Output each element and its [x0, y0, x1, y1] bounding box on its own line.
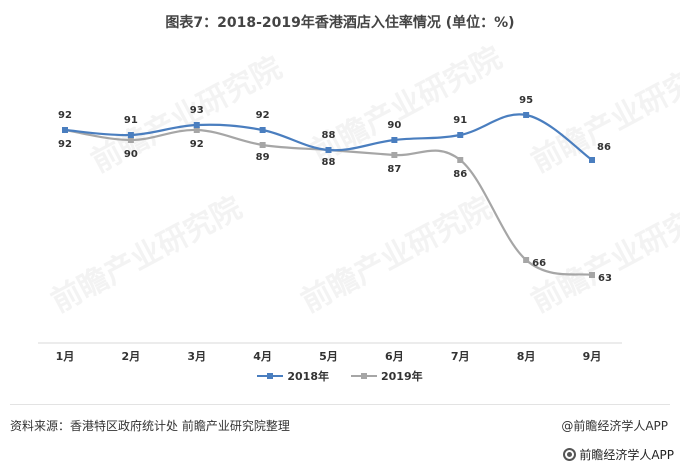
- data-point-2019: [259, 142, 266, 148]
- data-label-2018: 92: [256, 110, 270, 121]
- data-label-2018: 86: [597, 142, 611, 153]
- data-label-2019: 63: [598, 273, 612, 284]
- data-label-2019: 87: [387, 164, 401, 175]
- data-label-2018: 91: [453, 115, 467, 126]
- brand-logo-icon: [563, 448, 577, 461]
- data-point-2018: [193, 122, 200, 128]
- data-label-2018: 90: [387, 120, 401, 131]
- data-point-2019: [193, 127, 200, 133]
- data-point-2019: [523, 257, 530, 263]
- legend-swatch-2019: [351, 371, 377, 381]
- x-tick-label: 4月: [253, 350, 272, 363]
- data-label-2018: 88: [322, 130, 336, 141]
- brand-badge-text: 前瞻经济学人APP: [579, 448, 674, 462]
- x-tick-label: 3月: [187, 350, 206, 363]
- data-point-2018: [391, 137, 398, 143]
- data-label-2018: 91: [124, 115, 138, 126]
- data-point-2019: [457, 157, 464, 163]
- legend-label-2019: 2019年: [381, 370, 423, 383]
- legend-label-2018: 2018年: [287, 370, 329, 383]
- data-label-2018: 95: [519, 95, 533, 106]
- data-label-2018: 93: [190, 105, 204, 116]
- data-point-2018: [589, 157, 595, 163]
- data-label-2019: 66: [532, 258, 546, 269]
- line-chart: 1月 2月 3月 4月 5月 6月 7月 8月 9月 92 91 93 92 88 90 91 95 86 92 90…: [38, 95, 622, 363]
- data-label-2019: 92: [58, 139, 72, 150]
- x-tick-label: 9月: [583, 350, 602, 363]
- data-point-2018: [523, 112, 530, 118]
- data-point-2018: [259, 127, 266, 133]
- chart-title: 图表7：2018-2019年香港酒店入住率情况 (单位：%): [165, 15, 515, 31]
- data-point-2018: [62, 127, 68, 133]
- brand-credit: @前瞻经济学人APP: [561, 417, 668, 434]
- data-label-2019: 92: [190, 139, 204, 150]
- data-point-2018: [325, 147, 332, 153]
- data-label-2019: 89: [256, 152, 270, 163]
- data-point-2018: [127, 132, 134, 138]
- x-tick-label: 6月: [385, 350, 404, 363]
- x-tick-label: 2月: [122, 350, 141, 363]
- data-label-2019: 88: [322, 157, 336, 168]
- legend-item-2018: 2018年: [257, 368, 329, 384]
- x-tick-label: 7月: [451, 350, 470, 363]
- source-note: 资料来源：香港特区政府统计处 前瞻产业研究院整理: [10, 419, 290, 433]
- data-point-2019: [589, 272, 595, 278]
- data-point-2019: [391, 152, 398, 158]
- data-label-2018: 92: [58, 110, 72, 121]
- x-tick-label: 1月: [56, 350, 75, 363]
- data-label-2019: 86: [453, 169, 467, 180]
- legend-swatch-2018: [257, 371, 284, 381]
- brand-credit-text: @前瞻经济学人APP: [561, 419, 668, 433]
- data-point-2019: [127, 137, 134, 143]
- x-tick-label: 8月: [517, 350, 536, 363]
- x-tick-label: 5月: [319, 350, 338, 363]
- footer-divider: [10, 404, 670, 405]
- data-point-2018: [457, 132, 464, 138]
- data-label-2019: 90: [124, 149, 138, 160]
- brand-badge: 前瞻经济学人APP: [563, 446, 674, 463]
- chart-legend: 2018年 2019年: [0, 368, 680, 384]
- legend-item-2019: 2019年: [351, 368, 423, 384]
